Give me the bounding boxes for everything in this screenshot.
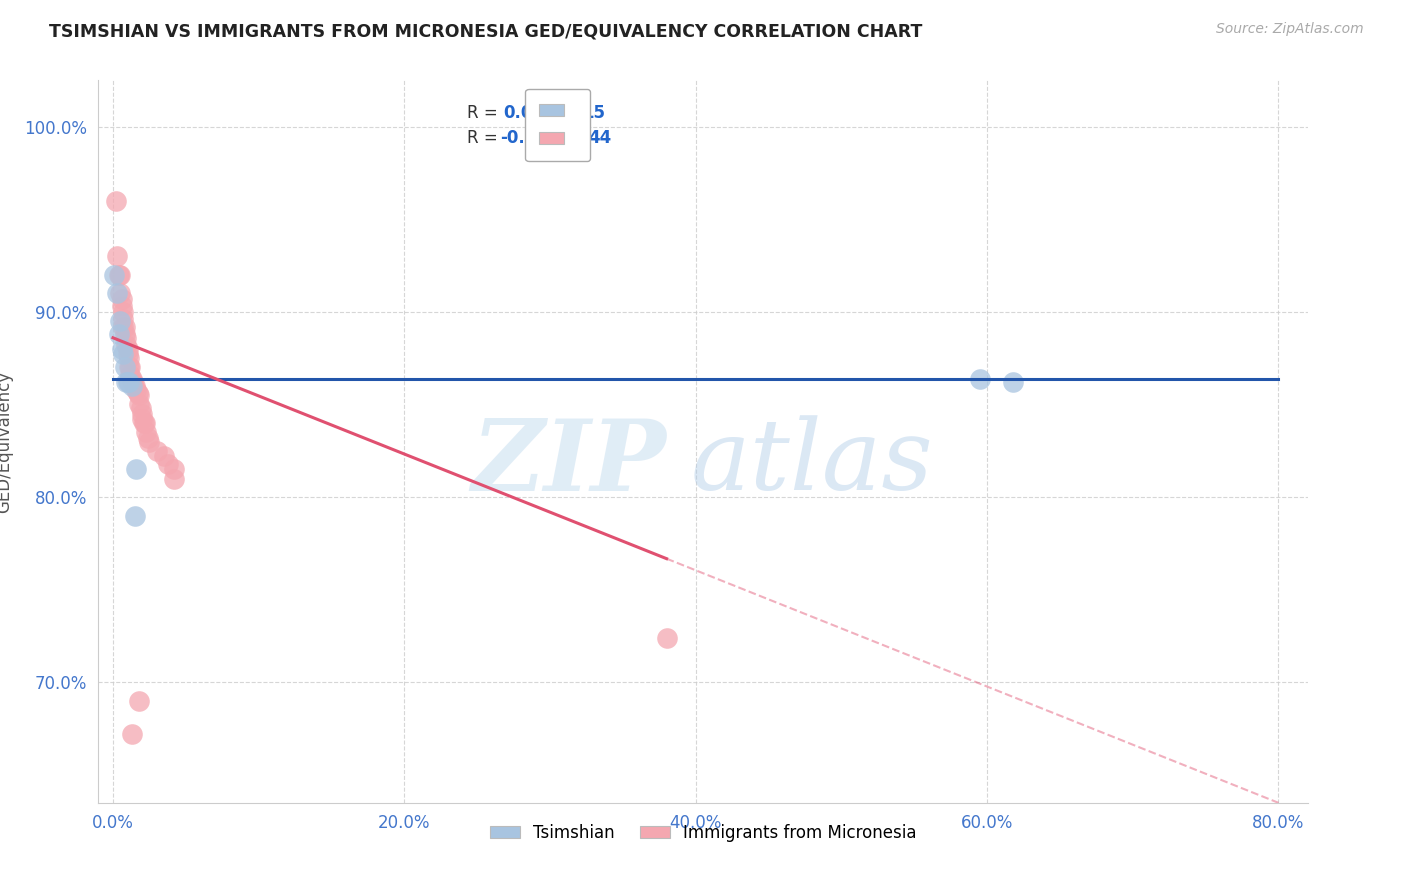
Point <box>111 342 134 356</box>
Point <box>136 431 159 445</box>
Point <box>121 379 143 393</box>
Point <box>117 347 139 361</box>
Point <box>118 351 141 366</box>
Point <box>121 376 143 390</box>
Point <box>121 371 143 385</box>
Point <box>111 299 134 313</box>
Text: N =: N = <box>540 103 588 122</box>
Point <box>110 268 132 282</box>
Point <box>121 727 143 741</box>
Text: 0.003: 0.003 <box>503 103 555 122</box>
Point <box>124 379 146 393</box>
Point <box>115 331 138 345</box>
Text: 44: 44 <box>588 129 612 147</box>
Point <box>125 462 148 476</box>
Point <box>128 694 150 708</box>
Text: 15: 15 <box>582 103 605 122</box>
Point <box>138 434 160 449</box>
Text: atlas: atlas <box>690 416 934 511</box>
Point <box>118 360 141 375</box>
Point <box>112 319 135 334</box>
Point <box>117 342 139 356</box>
Text: TSIMSHIAN VS IMMIGRANTS FROM MICRONESIA GED/EQUIVALENCY CORRELATION CHART: TSIMSHIAN VS IMMIGRANTS FROM MICRONESIA … <box>49 22 922 40</box>
Point <box>127 386 149 401</box>
Point <box>105 286 128 301</box>
Text: R =: R = <box>467 103 503 122</box>
Point <box>124 508 146 523</box>
Point <box>125 383 148 397</box>
Point <box>131 412 153 426</box>
Legend: Tsimshian, Immigrants from Micronesia: Tsimshian, Immigrants from Micronesia <box>482 817 924 848</box>
Point <box>117 376 139 390</box>
Point <box>108 268 131 282</box>
Text: ZIP: ZIP <box>472 415 666 511</box>
Point <box>135 425 157 440</box>
Point <box>129 401 152 416</box>
Point <box>120 368 142 382</box>
Point <box>118 376 141 390</box>
Point <box>128 388 150 402</box>
Text: R =: R = <box>467 129 503 147</box>
Point <box>110 286 132 301</box>
Point <box>1002 376 1025 390</box>
Point <box>114 360 136 375</box>
Point <box>112 312 135 326</box>
Point <box>112 305 135 319</box>
Point <box>114 327 136 342</box>
Point <box>108 327 131 342</box>
Point <box>110 314 132 328</box>
Text: N =: N = <box>546 129 593 147</box>
Point <box>153 450 176 464</box>
Point <box>111 292 134 306</box>
Point <box>157 457 180 471</box>
Point <box>131 407 153 421</box>
Point <box>128 397 150 411</box>
Point <box>120 360 142 375</box>
Point <box>104 194 127 208</box>
Y-axis label: GED/Equivalency: GED/Equivalency <box>0 370 13 513</box>
Point <box>112 347 135 361</box>
Text: Source: ZipAtlas.com: Source: ZipAtlas.com <box>1216 22 1364 37</box>
Point <box>655 631 678 645</box>
Point <box>163 472 186 486</box>
Point <box>103 268 125 282</box>
Point <box>145 443 167 458</box>
Point <box>122 376 145 390</box>
Point <box>163 462 186 476</box>
Text: -0.367: -0.367 <box>501 129 560 147</box>
Point <box>115 376 138 390</box>
Point <box>969 371 991 385</box>
Point <box>132 416 155 430</box>
Point <box>115 338 138 352</box>
Point <box>114 319 136 334</box>
Point <box>134 416 156 430</box>
Point <box>105 249 128 263</box>
